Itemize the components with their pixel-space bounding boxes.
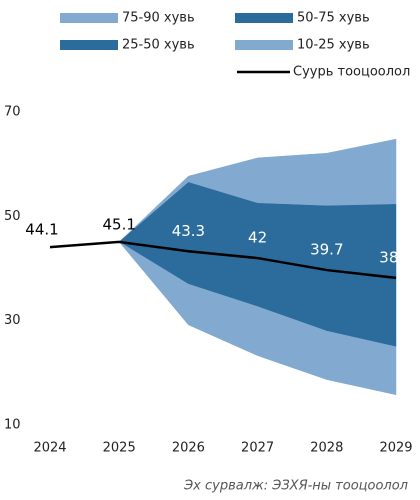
legend-label: 25-50 хувь [122, 38, 195, 53]
x-tick-label: 2025 [103, 441, 136, 456]
legend-swatch [235, 40, 293, 50]
legend-swatch [60, 13, 118, 23]
x-tick-label: 2029 [379, 441, 412, 456]
legend-label: Суурь тооцоолол [293, 65, 410, 80]
x-tick-label: 2028 [310, 441, 343, 456]
legend-swatch [235, 13, 293, 23]
source: Эх сурвалж: ЭЗХЯ-ны тооцоолол [183, 479, 408, 494]
legend-label: 10-25 хувь [297, 38, 370, 53]
data-label: 43.3 [172, 222, 205, 240]
legend-label: 75-90 хувь [122, 11, 195, 26]
x-tick-label: 2027 [241, 441, 274, 456]
data-label: 38.2 [379, 248, 412, 266]
median-line [49, 240, 397, 280]
band [119, 241, 397, 396]
data-label: 39.7 [310, 241, 343, 259]
y-tick-label: 50 [4, 209, 21, 224]
legend-swatch [60, 40, 118, 50]
data-label: 44.1 [25, 221, 58, 239]
data-label: 45.1 [102, 215, 135, 233]
x-tick-label: 2024 [33, 441, 66, 456]
y-tick-label: 10 [4, 418, 21, 433]
legend-label: 50-75 хувь [297, 11, 370, 26]
x-tick-label: 2026 [172, 441, 205, 456]
y-tick-label: 70 [4, 105, 21, 120]
y-tick-label: 30 [4, 313, 21, 328]
data-label: 42 [248, 229, 267, 247]
